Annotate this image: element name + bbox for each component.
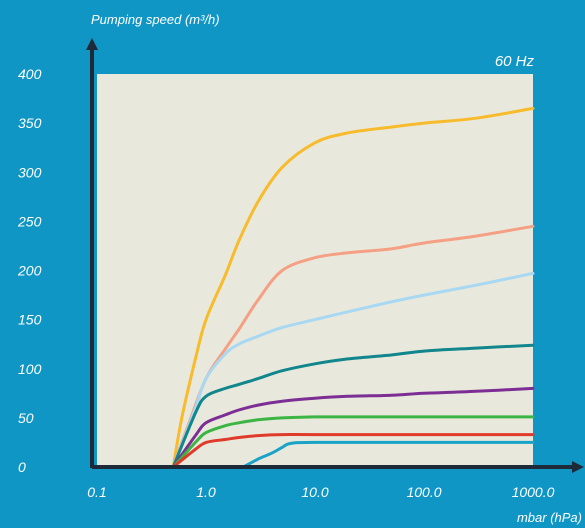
axes-layer xyxy=(86,38,584,473)
series-line-3 xyxy=(171,271,535,469)
x-tick-label: 1000.0 xyxy=(512,484,555,500)
series-line-5 xyxy=(171,386,535,469)
series-line-1 xyxy=(171,106,535,469)
y-tick-label: 0 xyxy=(18,459,26,475)
x-axis-label: mbar (hPa) xyxy=(517,510,582,525)
series-line-7 xyxy=(171,433,535,469)
y-tick-label: 50 xyxy=(18,410,34,426)
x-tick-label: 10.0 xyxy=(301,484,328,500)
y-tick-label: 250 xyxy=(17,213,42,229)
y-tick-label: 350 xyxy=(18,115,42,131)
plot-area xyxy=(97,74,533,467)
x-axis-arrow-icon xyxy=(572,461,584,473)
y-tick-label: 400 xyxy=(18,66,42,82)
x-tick-label: 0.1 xyxy=(87,484,106,500)
x-tick-labels: 0.1 1.0 10.0 100.0 1000.0 xyxy=(87,484,554,500)
y-axis-arrow-icon xyxy=(86,38,98,50)
frequency-annotation: 60 Hz xyxy=(495,53,535,70)
y-tick-label: 150 xyxy=(18,312,42,328)
series-line-4 xyxy=(171,343,535,469)
y-tick-label: 300 xyxy=(18,164,42,180)
x-tick-label: 100.0 xyxy=(406,484,441,500)
series-line-8 xyxy=(241,440,535,469)
y-tick-labels: 0 50 100 150 200 250 300 350 400 xyxy=(17,66,42,475)
series-line-6 xyxy=(171,415,535,469)
y-axis-label: Pumping speed (m³/h) xyxy=(91,12,220,27)
y-tick-label: 100 xyxy=(18,361,42,377)
series-layer xyxy=(171,106,535,469)
x-tick-label: 1.0 xyxy=(196,484,216,500)
y-tick-label: 200 xyxy=(17,263,42,279)
